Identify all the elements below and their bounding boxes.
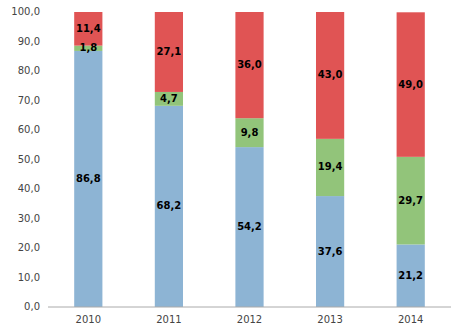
x-tick-label: 2014 xyxy=(398,314,423,325)
y-tick-label: 60,0 xyxy=(18,124,40,135)
data-label: 4,7 xyxy=(160,93,178,104)
bar-segment xyxy=(74,51,102,307)
chart: 0,0 10,0 20,0 30,0 40,0 50,0 60,0 70,0 80,0 90,0 1… xyxy=(0,0,463,335)
y-tick-label: 50,0 xyxy=(18,154,40,165)
x-tick-label: 2012 xyxy=(237,314,262,325)
y-tick-label: 0,0 xyxy=(24,301,40,312)
y-tick-label: 70,0 xyxy=(18,95,40,106)
y-tick-label: 90,0 xyxy=(18,36,40,47)
data-label: 19,4 xyxy=(318,161,343,172)
data-label: 37,6 xyxy=(318,246,343,257)
data-label: 29,7 xyxy=(398,195,423,206)
bar-segment xyxy=(316,196,344,307)
data-label: 11,4 xyxy=(76,23,101,34)
bar-segment xyxy=(155,92,183,106)
bars xyxy=(74,12,425,307)
data-label: 36,0 xyxy=(237,59,262,70)
data-label: 49,0 xyxy=(398,79,423,90)
data-label: 86,8 xyxy=(76,173,101,184)
bar-segment xyxy=(74,12,102,46)
x-tick-label: 2011 xyxy=(156,314,181,325)
y-tick-label: 40,0 xyxy=(18,183,40,194)
data-label: 54,2 xyxy=(237,221,262,232)
data-label: 43,0 xyxy=(318,69,343,80)
y-tick-label: 80,0 xyxy=(18,65,40,76)
x-tick-label: 2010 xyxy=(76,314,101,325)
bar-segment xyxy=(235,118,263,147)
data-label: 9,8 xyxy=(241,127,259,138)
y-tick-label: 10,0 xyxy=(18,272,40,283)
y-tick-label: 30,0 xyxy=(18,213,40,224)
x-axis-line xyxy=(48,307,451,308)
y-tick-label: 20,0 xyxy=(18,242,40,253)
bar-segment xyxy=(316,139,344,196)
bar-segment xyxy=(235,147,263,307)
bar-segment xyxy=(155,106,183,307)
bar-segment xyxy=(316,12,344,139)
y-tick-label: 100,0 xyxy=(11,6,40,17)
x-tick-label: 2013 xyxy=(317,314,342,325)
bar-segment xyxy=(397,244,425,307)
bar-segment xyxy=(235,12,263,118)
bar-segment xyxy=(397,12,425,157)
data-label: 27,1 xyxy=(157,46,182,57)
data-label: 21,2 xyxy=(398,270,423,281)
data-label: 1,8 xyxy=(79,42,97,53)
bar-segment xyxy=(155,12,183,92)
data-label: 68,2 xyxy=(157,200,182,211)
bar-segment xyxy=(397,157,425,245)
